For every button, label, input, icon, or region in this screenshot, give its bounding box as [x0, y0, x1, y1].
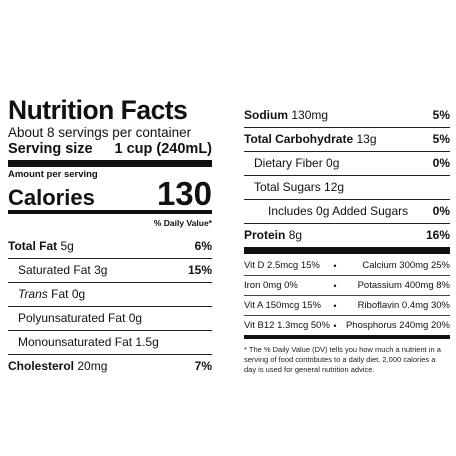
nutrient-row-total-fat: Total Fat 5g 6%: [8, 235, 212, 258]
nutrient-name: Polyunsaturated Fat: [18, 311, 126, 325]
nutrient-amount: 13g: [356, 132, 377, 146]
nutrient-row-monounsaturated-fat: Monounsaturated Fat 1.5g: [8, 330, 212, 354]
nutrient-amount: 3g: [94, 263, 108, 277]
nutrient-amount: 12g: [324, 180, 345, 194]
nutrient-row-polyunsaturated-fat: Polyunsaturated Fat 0g: [8, 306, 212, 330]
vitamin-right: Riboflavin 0.4mg 30%: [357, 300, 450, 311]
nutrient-dv: 7%: [194, 359, 212, 373]
serving-size-value: 1 cup (240mL): [114, 141, 213, 157]
nutrient-name: Protein: [244, 228, 286, 242]
vitamin-left: Vit D 2.5mcg 15%: [244, 260, 320, 271]
nutrient-amount: 130mg: [291, 108, 329, 122]
servings-per-container: About 8 servings per container: [8, 125, 192, 140]
nutrient-dv: 15%: [187, 263, 212, 277]
nutrient-amount: 20mg: [77, 359, 108, 373]
vitamin-row: Vit B12 1.3mcg 50% • Phosphorus 240mg 20…: [244, 315, 450, 335]
vitamin-left: Vit A 150mcg 15%: [244, 300, 321, 311]
nutrient-amount: 5g: [60, 239, 74, 253]
bullet-dot: •: [333, 261, 337, 271]
nutrient-row-sodium: Sodium 130mg 5%: [244, 104, 450, 127]
bullet-dot: •: [333, 321, 337, 331]
vitamin-right: Phosphorus 240mg 20%: [345, 320, 450, 331]
calories-value: 130: [156, 175, 212, 212]
nutrition-facts-title: Nutrition Facts: [8, 95, 188, 125]
nutrient-name: Dietary Fiber: [254, 156, 323, 170]
nutrient-name: Includes: [268, 204, 313, 218]
nutrition-label-left-panel: Nutrition Facts About 8 servings per con…: [8, 96, 212, 378]
medium-divider: [8, 210, 212, 214]
nutrient-amount: 1.5g: [135, 335, 159, 349]
nutrient-amount: 0g: [326, 156, 340, 170]
nutrient-name: Monounsaturated Fat: [18, 335, 133, 349]
nutrient-dv: 0%: [432, 156, 450, 170]
nutrient-amount: 0g: [128, 311, 143, 325]
nutrient-row-saturated-fat: Saturated Fat 3g 15%: [8, 258, 212, 282]
nutrient-row-cholesterol: Cholesterol 20mg 7%: [8, 354, 212, 378]
nutrient-row-total-carbohydrate: Total Carbohydrate 13g 5%: [244, 127, 450, 151]
nutrient-row-total-sugars: Total Sugars 12g: [244, 175, 450, 199]
vitamin-row: Vit D 2.5mcg 15% • Calcium 300mg 25%: [244, 256, 450, 275]
daily-value-footnote: * The % Daily Value (DV) tells you how m…: [244, 345, 441, 374]
nutrient-row-trans-fat: Trans Fat 0g: [8, 282, 212, 306]
calories-label: Calories: [8, 185, 95, 210]
nutrient-dv: 5%: [432, 108, 450, 122]
nutrient-name: Total Carbohydrate: [244, 132, 354, 146]
thick-divider: [8, 160, 212, 167]
serving-size-label: Serving size: [8, 141, 93, 157]
nutrition-label-right-panel: Sodium 130mg 5% Total Carbohydrate 13g 5…: [244, 104, 450, 375]
nutrient-row-dietary-fiber: Dietary Fiber 0g 0%: [244, 151, 450, 175]
nutrient-name: Saturated Fat: [18, 263, 91, 277]
vitamin-right: Potassium 400mg 8%: [357, 280, 450, 291]
nutrient-name: Total Sugars: [254, 180, 321, 194]
nutrient-amount: Fat 0g: [51, 287, 86, 301]
bullet-dot: •: [333, 281, 337, 291]
vitamin-row: Vit A 150mcg 15% • Riboflavin 0.4mg 30%: [244, 295, 450, 315]
medium-divider: [244, 335, 450, 339]
amount-per-serving: Amount per serving: [8, 169, 98, 180]
vitamin-right: Calcium 300mg 25%: [362, 260, 450, 271]
vitamin-row: Iron 0mg 0% • Potassium 400mg 8%: [244, 275, 450, 295]
nutrient-name: Total Fat: [8, 239, 58, 253]
daily-value-header: % Daily Value*: [153, 218, 212, 228]
vitamin-left: Iron 0mg 0%: [244, 280, 298, 291]
serving-size-row: Serving size 1 cup (240mL): [8, 141, 212, 158]
nutrient-name: Trans: [18, 287, 48, 301]
nutrient-dv: 16%: [425, 228, 450, 242]
nutrient-row-added-sugars: Includes 0g Added Sugars 0%: [244, 199, 450, 223]
nutrient-dv: 0%: [432, 204, 450, 218]
nutrient-name: Cholesterol: [8, 359, 75, 373]
vitamin-left: Vit B12 1.3mcg 50%: [244, 320, 330, 331]
nutrient-name: Sodium: [244, 108, 288, 122]
nutrient-amount: 0g Added Sugars: [316, 204, 409, 218]
nutrient-amount: 8g: [288, 228, 303, 242]
nutrient-row-protein: Protein 8g 16%: [244, 223, 450, 247]
bullet-dot: •: [333, 301, 337, 311]
nutrient-dv: 6%: [194, 239, 212, 253]
thick-divider: [244, 247, 450, 254]
nutrient-dv: 5%: [432, 132, 450, 146]
calories-row: Calories 130: [8, 175, 212, 212]
